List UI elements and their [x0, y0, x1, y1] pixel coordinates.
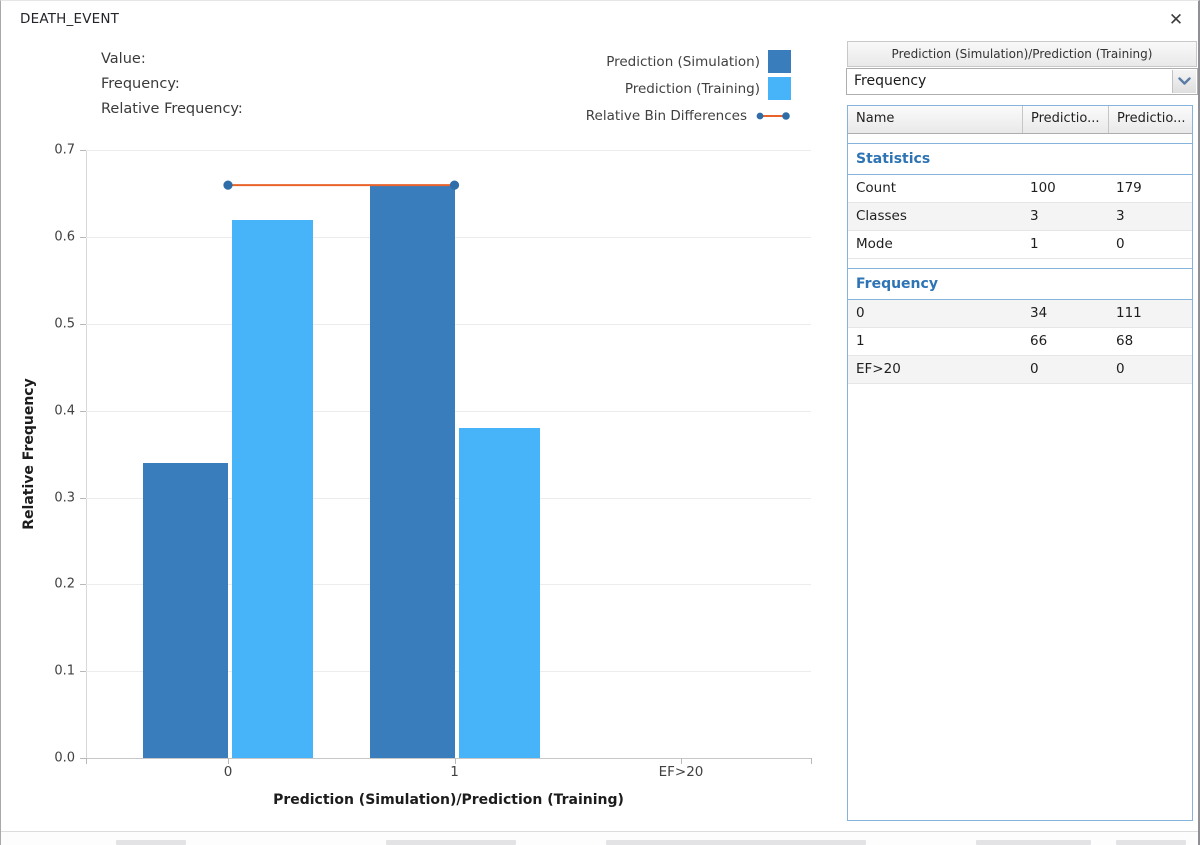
column-header-prediction-simulation[interactable]: Predictio... — [1022, 106, 1108, 133]
y-tick-mark — [80, 584, 86, 586]
x-axis-end-tick — [86, 758, 87, 764]
x-axis-title: Prediction (Simulation)/Prediction (Trai… — [273, 792, 624, 808]
table-cell: 3 — [1116, 208, 1125, 224]
y-tick-mark — [80, 671, 86, 673]
section-gap — [848, 134, 1192, 143]
y-tick-label: 0.1 — [54, 663, 75, 679]
x-tick-label: EF>20 — [658, 764, 704, 780]
clipped-text-fragment — [606, 840, 866, 845]
value-label: Value: — [101, 51, 146, 67]
table-cell: 111 — [1116, 305, 1142, 321]
x-tick-mark — [454, 758, 456, 764]
y-tick-label: 0.5 — [54, 316, 75, 332]
y-tick-label: 0.0 — [54, 750, 75, 766]
bar-training-1[interactable] — [458, 428, 540, 758]
line-dots-icon — [756, 111, 790, 120]
relative-frequency-label: Relative Frequency: — [101, 101, 243, 117]
x-tick-label: 0 — [223, 764, 233, 780]
y-tick-label: 0.6 — [54, 229, 75, 245]
simulation-swatch-icon — [768, 50, 791, 73]
section-title-frequency: Frequency — [848, 268, 1192, 300]
y-tick-mark — [80, 150, 86, 152]
table-row[interactable]: 0 34 111 — [848, 300, 1192, 328]
y-tick-mark — [80, 324, 86, 325]
y-tick-label: 0.4 — [54, 403, 75, 419]
table-cell: 0 — [856, 305, 865, 321]
clipped-text-fragment — [976, 840, 1091, 845]
table-cell: Classes — [856, 208, 907, 224]
table-row[interactable]: 1 66 68 — [848, 328, 1192, 356]
table-cell: 0 — [1116, 361, 1125, 377]
y-tick-mark — [80, 497, 86, 499]
y-axis-title: Relative Frequency — [21, 378, 37, 530]
table-cell: 0 — [1116, 236, 1125, 252]
bar-simulation-1[interactable] — [369, 185, 455, 758]
bar-training-0[interactable] — [232, 219, 313, 758]
legend-item-bin-differences: Relative Bin Differences — [521, 104, 791, 127]
frequency-label: Frequency: — [101, 76, 180, 92]
table-body: Statistics Count 100 179 Classes 3 3 Mode 1 0 Freq… — [848, 134, 1192, 384]
x-tick-mark — [681, 758, 682, 764]
column-header-prediction-training[interactable]: Predictio... — [1108, 106, 1192, 133]
clipped-text-fragment — [116, 840, 186, 845]
frequency-dropdown[interactable]: Frequency — [846, 68, 1198, 95]
clipped-text-fragment — [1116, 840, 1186, 845]
table-cell: 179 — [1116, 180, 1142, 196]
table-row[interactable]: Mode 1 0 — [848, 231, 1192, 259]
x-axis-line — [86, 758, 811, 759]
chart-legend: Prediction (Simulation) Prediction (Trai… — [521, 50, 791, 131]
x-tick-mark — [228, 758, 229, 764]
close-button[interactable]: ✕ — [1159, 5, 1193, 35]
table-cell: Mode — [856, 236, 893, 252]
table-cell: 3 — [1030, 208, 1039, 224]
table-cell: 68 — [1116, 333, 1134, 349]
y-axis-line — [86, 150, 87, 758]
table-cell: 0 — [1030, 361, 1039, 377]
table-cell: 1 — [856, 333, 865, 349]
table-cell: EF>20 — [856, 361, 901, 377]
hover-readout: Value: Frequency: Relative Frequency: — [101, 47, 243, 122]
table-cell: 34 — [1030, 305, 1048, 321]
y-tick-mark — [80, 758, 86, 759]
table-cell: 66 — [1030, 333, 1048, 349]
stats-table: Name Predictio... Predictio... Statistic… — [847, 105, 1193, 821]
legend-item-simulation: Prediction (Simulation) — [521, 50, 791, 73]
y-tick-mark — [80, 410, 86, 412]
table-cell: 100 — [1030, 180, 1056, 196]
window-title: DEATH_EVENT — [20, 11, 120, 27]
bar-simulation-0[interactable] — [143, 462, 228, 758]
y-tick-label: 0.3 — [54, 490, 75, 506]
panel-header-button[interactable]: Prediction (Simulation)/Prediction (Trai… — [847, 41, 1197, 67]
x-tick-label: 1 — [450, 764, 459, 780]
clipped-content-row — [1, 831, 1198, 845]
table-header-row: Name Predictio... Predictio... — [848, 106, 1192, 134]
y-tick-label: 0.2 — [54, 576, 75, 592]
table-row[interactable]: EF>20 0 0 — [848, 356, 1192, 384]
table-cell: 1 — [1030, 236, 1039, 252]
table-cell: Count — [856, 180, 897, 196]
clipped-text-fragment — [386, 840, 516, 845]
table-row[interactable]: Classes 3 3 — [848, 203, 1192, 231]
training-swatch-icon — [768, 77, 791, 100]
legend-item-training: Prediction (Training) — [521, 77, 791, 100]
gridline — [86, 150, 811, 152]
chevron-down-icon[interactable] — [1172, 70, 1196, 93]
section-gap — [848, 259, 1192, 268]
column-header-name[interactable]: Name — [856, 111, 895, 126]
y-tick-label: 0.7 — [54, 142, 75, 158]
dropdown-value: Frequency — [854, 73, 927, 89]
section-title-statistics: Statistics — [848, 143, 1192, 175]
y-tick-mark — [80, 237, 86, 239]
table-row[interactable]: Count 100 179 — [848, 175, 1192, 203]
x-axis-end-tick — [811, 758, 812, 764]
